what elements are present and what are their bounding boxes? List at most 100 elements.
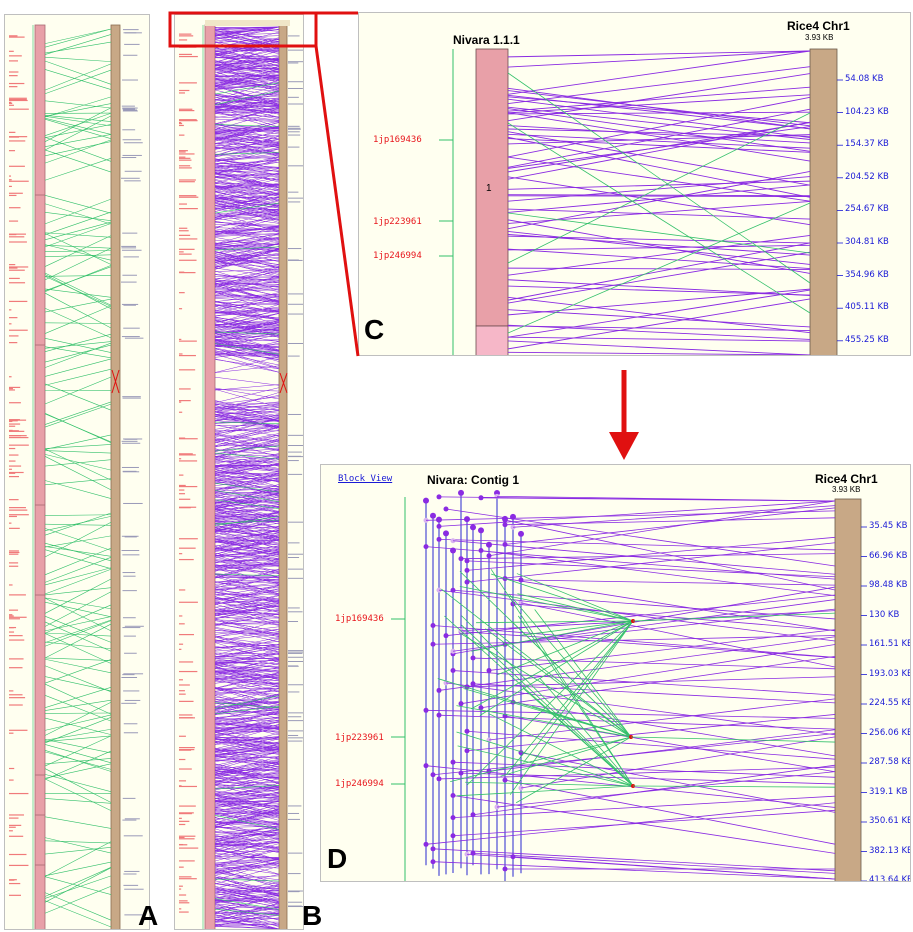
- tick-label-glyph: [288, 812, 300, 814]
- synteny-line: [44, 69, 112, 95]
- synteny-line: [44, 739, 112, 754]
- synteny-line: [44, 233, 112, 265]
- marker-label-glyph: [179, 700, 194, 702]
- synteny-line: [214, 424, 280, 437]
- marker-label-glyph: [9, 207, 21, 209]
- marker-label-glyph: [9, 551, 20, 554]
- tick-label-glyph: [122, 274, 137, 276]
- synteny-line: [214, 168, 280, 184]
- synteny-line: [214, 677, 280, 693]
- marker-label-glyph: [9, 779, 14, 781]
- synteny-line: [214, 498, 280, 508]
- synteny-line: [214, 186, 280, 202]
- synteny-line: [44, 717, 112, 744]
- synteny-line: [214, 630, 280, 634]
- query-contig-bar: [475, 48, 509, 327]
- synteny-line: [214, 69, 280, 85]
- marker-label-glyph: [9, 435, 21, 437]
- synteny-line: [214, 341, 280, 349]
- marker-label-glyph: [179, 747, 195, 749]
- synteny-line: [44, 292, 112, 329]
- marker-label-glyph: [9, 697, 26, 699]
- synteny-line: [507, 50, 811, 95]
- synteny-line: [44, 701, 112, 736]
- synteny-line: [214, 490, 280, 502]
- synteny-line: [214, 356, 280, 373]
- marker-label-glyph: [179, 643, 184, 645]
- tick-label-glyph: [288, 259, 303, 261]
- synteny-line: [214, 766, 280, 771]
- marker-label-glyph: [9, 430, 19, 432]
- synteny-line: [214, 107, 280, 120]
- synteny-line: [44, 346, 112, 359]
- synteny-line: [214, 427, 280, 447]
- synteny-line: [214, 911, 280, 921]
- synteny-line: [214, 184, 280, 187]
- marker-label-glyph: [179, 589, 186, 591]
- synteny-line: [214, 424, 280, 441]
- axis-tick-label: 413.64 KB: [869, 875, 911, 882]
- synteny-line: [534, 609, 632, 738]
- synteny-line: [214, 514, 280, 533]
- tick-label-glyph: [122, 617, 136, 619]
- synteny-line: [44, 597, 112, 610]
- synteny-line: [214, 539, 280, 552]
- tick-label-glyph: [122, 107, 138, 109]
- synteny-line: [214, 559, 280, 562]
- synteny-line: [214, 898, 280, 910]
- tick-label-glyph: [123, 54, 138, 56]
- synteny-line: [214, 644, 280, 659]
- synteny-line: [214, 384, 280, 391]
- block-view-link[interactable]: Block View: [338, 474, 393, 484]
- synteny-line: [44, 34, 112, 55]
- synteny-line: [214, 130, 280, 150]
- tick-label-glyph: [288, 191, 299, 193]
- synteny-line: [214, 143, 280, 146]
- arrow-head: [609, 432, 639, 460]
- synteny-line: [214, 809, 280, 819]
- synteny-line: [214, 756, 280, 775]
- tick-label-glyph: [288, 542, 300, 544]
- synteny-line: [214, 741, 280, 749]
- axis-tick-label: 204.52 KB: [845, 171, 889, 182]
- marker-label: 1jp246994: [373, 251, 422, 261]
- marker-label-glyph: [179, 454, 196, 456]
- tick-label-glyph: [288, 873, 301, 875]
- marker-label-glyph: [9, 386, 21, 389]
- marker-label-glyph: [179, 253, 192, 255]
- synteny-line: [44, 900, 112, 928]
- synteny-line: [507, 195, 811, 197]
- synteny-line: [44, 195, 112, 214]
- synteny-line: [44, 100, 112, 109]
- synteny-line: [214, 598, 280, 609]
- marker-label-glyph: [179, 122, 183, 125]
- synteny-line: [214, 892, 280, 910]
- synteny-line: [214, 228, 280, 240]
- synteny-line: [44, 198, 112, 225]
- synteny-line: [214, 619, 280, 623]
- synteny-line: [214, 785, 280, 801]
- synteny-line: [507, 309, 811, 328]
- marker-label-glyph: [179, 308, 183, 310]
- marker-label-glyph: [179, 547, 196, 549]
- synteny-line: [44, 322, 112, 324]
- synteny-line: [44, 412, 112, 443]
- synteny-line: [44, 841, 112, 877]
- marker-label-glyph: [179, 195, 197, 197]
- synteny-line: [44, 546, 112, 557]
- synteny-line: [214, 626, 280, 635]
- synteny-line: [214, 48, 280, 52]
- marker-label-glyph: [179, 437, 186, 439]
- axis-tick-label: 98.48 KB: [869, 580, 908, 590]
- anchor-dot: [518, 530, 524, 537]
- tick-label-glyph: [288, 62, 299, 64]
- synteny-line: [214, 531, 280, 549]
- synteny-line: [507, 133, 811, 149]
- synteny-line: [214, 136, 280, 156]
- synteny-line: [214, 273, 280, 282]
- marker-label-glyph: [179, 758, 186, 761]
- synteny-line: [460, 553, 836, 560]
- tick-label-glyph: [121, 466, 139, 468]
- synteny-line: [214, 482, 280, 493]
- synteny-line: [214, 136, 280, 148]
